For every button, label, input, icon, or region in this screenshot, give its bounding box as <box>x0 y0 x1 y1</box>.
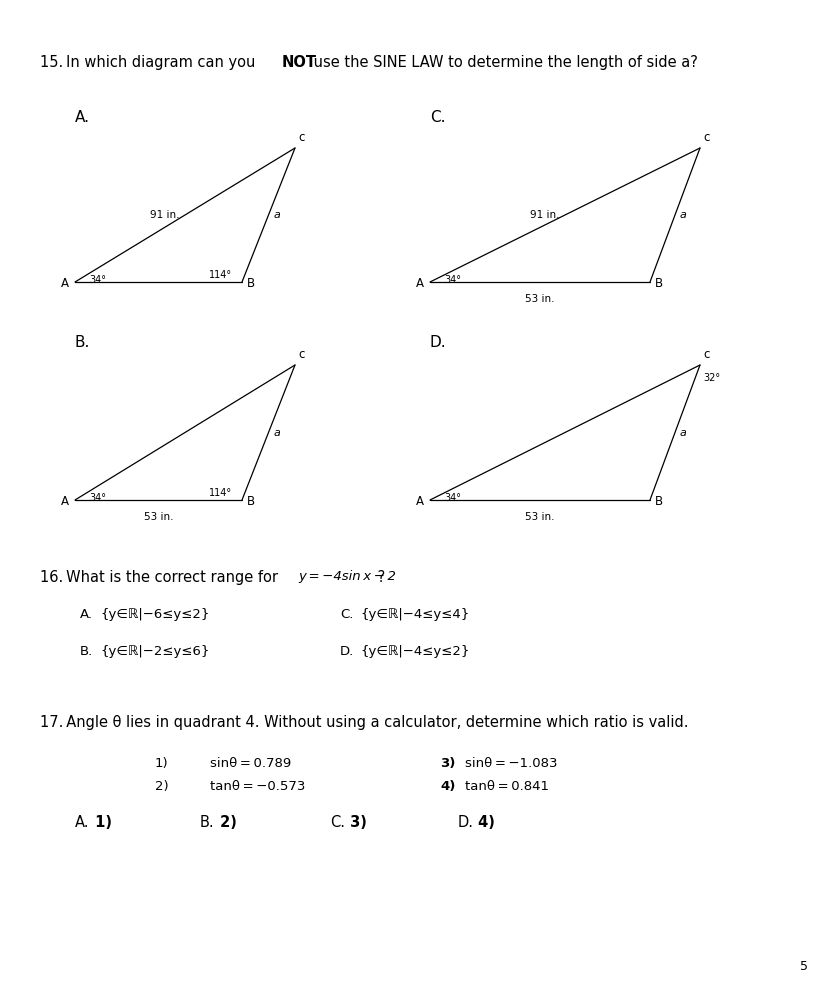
Text: A: A <box>415 277 423 289</box>
Text: c: c <box>298 348 304 361</box>
Text: c: c <box>298 131 304 144</box>
Text: sinθ = 0.789: sinθ = 0.789 <box>210 757 291 770</box>
Text: {y∈ℝ|−2≤y≤6}: {y∈ℝ|−2≤y≤6} <box>100 645 209 658</box>
Text: 4): 4) <box>439 780 455 793</box>
Text: B.: B. <box>200 815 214 830</box>
Text: D.: D. <box>340 645 354 658</box>
Text: tanθ = −0.573: tanθ = −0.573 <box>210 780 305 793</box>
Text: 2): 2) <box>215 815 237 830</box>
Text: 34°: 34° <box>88 493 106 503</box>
Text: 3): 3) <box>439 757 455 770</box>
Text: C.: C. <box>330 815 345 830</box>
Text: c: c <box>702 131 709 144</box>
Text: {y∈ℝ|−4≤y≤4}: {y∈ℝ|−4≤y≤4} <box>360 608 469 621</box>
Text: y = −4sin x − 2: y = −4sin x − 2 <box>298 570 395 583</box>
Text: a: a <box>273 428 280 438</box>
Text: A: A <box>61 495 69 508</box>
Text: A: A <box>61 277 69 289</box>
Text: 5: 5 <box>799 960 807 973</box>
Text: 34°: 34° <box>88 275 106 285</box>
Text: B: B <box>246 495 255 508</box>
Text: 91 in.: 91 in. <box>530 210 559 220</box>
Text: {y∈ℝ|−4≤y≤2}: {y∈ℝ|−4≤y≤2} <box>360 645 469 658</box>
Text: 53 in.: 53 in. <box>524 512 554 522</box>
Text: B.: B. <box>80 645 93 658</box>
Text: a: a <box>679 210 686 220</box>
Text: 91 in.: 91 in. <box>151 210 179 220</box>
Text: B: B <box>654 495 662 508</box>
Text: D.: D. <box>457 815 473 830</box>
Text: A.: A. <box>80 608 93 621</box>
Text: 34°: 34° <box>443 275 461 285</box>
Text: B.: B. <box>75 335 90 350</box>
Text: 4): 4) <box>472 815 495 830</box>
Text: 15. In which diagram can you: 15. In which diagram can you <box>40 55 260 70</box>
Text: tanθ = 0.841: tanθ = 0.841 <box>465 780 548 793</box>
Text: NOT: NOT <box>282 55 317 70</box>
Text: a: a <box>679 428 686 438</box>
Text: 3): 3) <box>345 815 366 830</box>
Text: A.: A. <box>75 815 89 830</box>
Text: 114°: 114° <box>208 270 232 280</box>
Text: 1): 1) <box>90 815 112 830</box>
Text: a: a <box>273 210 280 220</box>
Text: 2): 2) <box>155 780 169 793</box>
Text: {y∈ℝ|−6≤y≤2}: {y∈ℝ|−6≤y≤2} <box>100 608 209 621</box>
Text: sinθ = −1.083: sinθ = −1.083 <box>465 757 557 770</box>
Text: B: B <box>246 277 255 289</box>
Text: 16. What is the correct range for: 16. What is the correct range for <box>40 570 282 585</box>
Text: A: A <box>415 495 423 508</box>
Text: D.: D. <box>429 335 446 350</box>
Text: use the SINE LAW to determine the length of side a?: use the SINE LAW to determine the length… <box>308 55 697 70</box>
Text: C.: C. <box>340 608 353 621</box>
Text: 1): 1) <box>155 757 169 770</box>
Text: c: c <box>702 348 709 361</box>
Text: 114°: 114° <box>208 488 232 498</box>
Text: 53 in.: 53 in. <box>144 512 173 522</box>
Text: C.: C. <box>429 110 445 125</box>
Text: 32°: 32° <box>702 373 719 383</box>
Text: 17. Angle θ lies in quadrant 4. Without using a calculator, determine which rati: 17. Angle θ lies in quadrant 4. Without … <box>40 715 688 730</box>
Text: A.: A. <box>75 110 90 125</box>
Text: ?: ? <box>372 570 385 585</box>
Text: 34°: 34° <box>443 493 461 503</box>
Text: 53 in.: 53 in. <box>524 294 554 304</box>
Text: B: B <box>654 277 662 289</box>
